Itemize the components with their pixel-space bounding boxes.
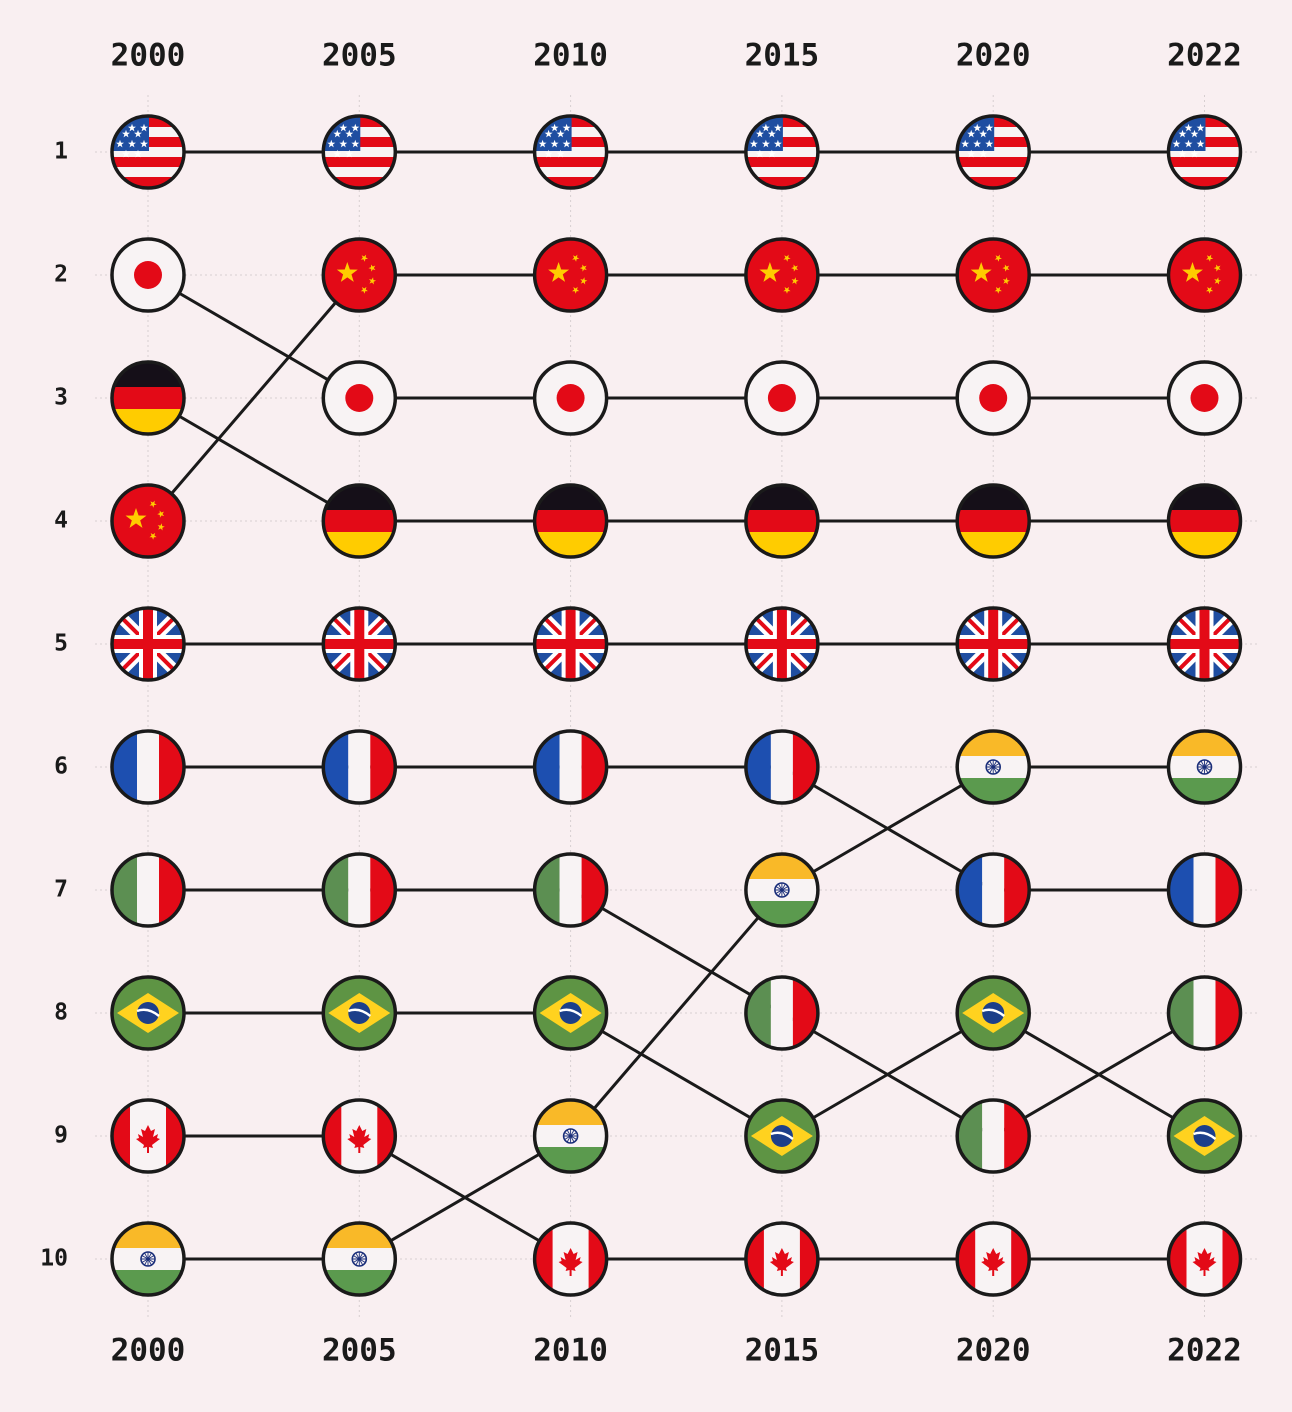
rank-label: 9 [54,1123,68,1149]
year-label-bottom: 2020 [956,1333,1031,1369]
flag-marker-china [1166,237,1243,313]
flag-marker-brazil [321,975,398,1051]
rank-lines [146,150,1206,1261]
flag-marker-uk [321,606,398,682]
flag-marker-uk [955,606,1031,682]
flag-marker-india [532,1098,609,1174]
rank-label: 10 [40,1246,68,1272]
flag-marker-uk [744,606,820,682]
flag-marker-brazil [744,1098,820,1174]
flag-marker-canada [1166,1221,1243,1297]
rank-label: 4 [54,508,68,534]
year-label-top: 2000 [111,38,186,74]
flag-marker-usa [1166,114,1243,190]
year-label-bottom: 2000 [111,1333,186,1369]
flag-marker-brazil [955,975,1031,1051]
flag-marker-canada [110,1098,186,1174]
flag-marker-china [744,237,820,313]
flag-marker-china [110,483,186,559]
flag-marker-italy [955,1098,1031,1174]
flag-marker-uk [110,606,186,682]
rank-line-brazil [780,1011,995,1138]
flag-marker-france [744,729,820,805]
rank-line-italy [569,888,784,1015]
flag-marker-italy [744,975,820,1051]
flag-marker-usa [744,114,820,190]
year-label-top: 2005 [322,38,397,74]
flag-marker-germany [532,483,609,559]
flag-marker-france [321,729,398,805]
flag-marker-canada [532,1221,609,1297]
rank-label: 2 [54,262,68,288]
year-label-top: 2022 [1167,38,1242,74]
flag-marker-usa [955,114,1031,190]
rank-line-india [569,888,784,1138]
flag-marker-germany [744,483,820,559]
rank-line-china [146,273,361,523]
year-label-top: 2015 [745,38,820,74]
rank-line-france [780,765,995,892]
flag-markers [110,114,1243,1297]
flag-marker-france [955,852,1031,928]
flag-marker-brazil [1166,1098,1243,1174]
flag-marker-usa [110,114,186,190]
flag-marker-italy [532,852,609,928]
flag-marker-uk [1166,606,1243,682]
year-label-bottom: 2010 [533,1333,608,1369]
flag-marker-canada [744,1221,820,1297]
flag-marker-germany [321,483,398,559]
flag-marker-canada [321,1098,398,1174]
rank-line-canada [357,1134,573,1261]
flag-marker-india [955,729,1031,805]
flag-marker-india [744,852,820,928]
rank-line-germany [146,396,361,523]
year-label-bottom: 2005 [322,1333,397,1369]
rank-label: 5 [54,631,68,657]
flag-marker-canada [955,1221,1031,1297]
rank-line-brazil [991,1011,1206,1138]
rank-label: 7 [54,877,68,903]
flag-marker-germany [955,483,1031,559]
flag-marker-india [110,1221,186,1297]
flag-marker-italy [321,852,398,928]
flag-marker-india [1166,729,1243,805]
flag-marker-france [532,729,609,805]
flag-marker-japan [110,237,186,313]
year-label-top: 2020 [956,38,1031,74]
rank-label: 3 [54,385,68,411]
flag-marker-brazil [532,975,609,1051]
flag-marker-japan [955,360,1031,436]
year-label-top: 2010 [533,38,608,74]
year-label-bottom: 2022 [1167,1333,1242,1369]
flag-marker-italy [1166,975,1243,1051]
flag-marker-usa [532,114,609,190]
flag-marker-india [321,1221,398,1297]
flag-marker-france [110,729,186,805]
flag-marker-china [532,237,609,313]
rank-label: 6 [54,754,68,780]
flag-marker-usa [321,114,398,190]
flag-marker-france [1166,852,1243,928]
rank-line-japan [146,273,361,400]
flag-marker-japan [532,360,609,436]
rank-label: 1 [54,139,68,165]
flag-marker-japan [1166,360,1243,436]
flag-marker-china [955,237,1031,313]
flag-marker-japan [321,360,398,436]
flag-marker-uk [532,606,609,682]
flag-marker-china [321,237,398,313]
year-label-bottom: 2015 [745,1333,820,1369]
axis-labels: 2000 2000 2005 2005 2010 2010 2015 2015 2020 2020… [40,38,1242,1369]
flag-marker-germany [110,360,186,436]
flag-marker-japan [744,360,820,436]
flag-marker-brazil [110,975,186,1051]
flag-marker-italy [110,852,186,928]
flag-marker-germany [1166,483,1243,559]
rank-label: 8 [54,1000,68,1026]
rank-line-brazil [569,1011,784,1138]
